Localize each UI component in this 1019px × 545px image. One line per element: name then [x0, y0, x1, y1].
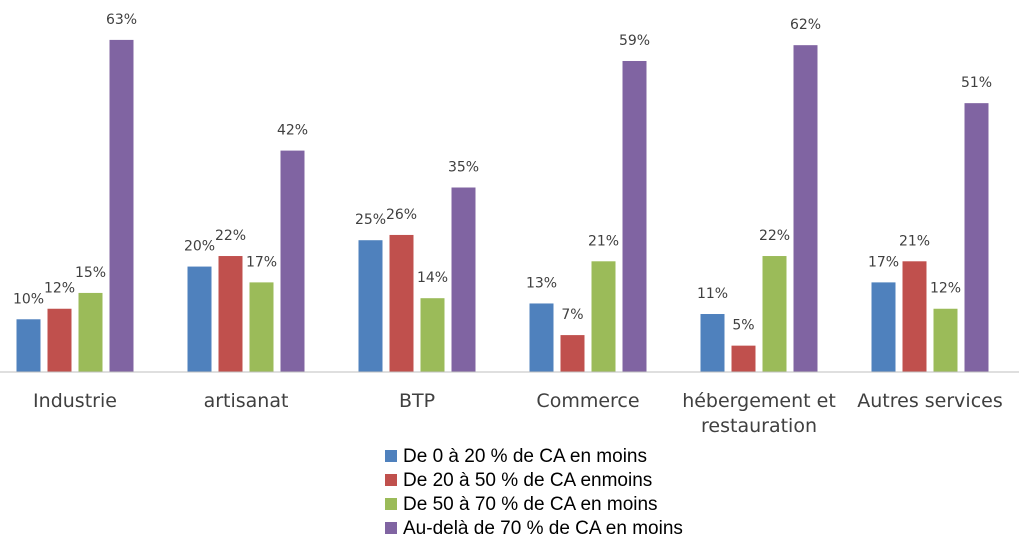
legend-item: De 20 à 50 % de CA enmoins: [385, 470, 652, 492]
data-label: 13%: [526, 275, 557, 291]
data-label: 22%: [215, 228, 246, 244]
data-label: 17%: [868, 254, 899, 270]
bar: [16, 319, 41, 372]
bar: [109, 39, 134, 373]
data-label: 5%: [732, 318, 754, 334]
legend-swatch: [385, 474, 397, 486]
bar: [529, 303, 554, 372]
bar: [78, 292, 103, 372]
data-label: 7%: [561, 307, 583, 323]
bar: [358, 240, 383, 372]
x-tick-label: Industrie: [33, 390, 117, 412]
legend-item: De 50 à 70 % de CA en moins: [385, 494, 658, 516]
x-tick-label: artisanat: [203, 390, 289, 412]
data-label: 62%: [790, 17, 821, 33]
bar: [187, 266, 212, 372]
data-label: 21%: [899, 233, 930, 249]
data-label: 26%: [386, 207, 417, 223]
data-label: 20%: [184, 239, 215, 255]
legend-label: Au-delà de 70 % de CA en moins: [403, 518, 683, 539]
legend-label: De 20 à 50 % de CA enmoins: [403, 470, 653, 491]
bar: [622, 60, 647, 372]
bar: [700, 314, 725, 372]
legend-swatch: [385, 498, 397, 510]
x-tick-label: hébergement et restauration: [682, 390, 836, 437]
data-label: 35%: [448, 160, 479, 176]
x-tick-label: BTP: [398, 390, 436, 412]
bar: [762, 256, 787, 372]
legend-swatch: [385, 450, 397, 462]
legend-swatch: [385, 522, 397, 534]
bar: [560, 335, 585, 372]
bar: [451, 187, 476, 372]
legend-item: Au-delà de 70 % de CA en moins: [385, 518, 683, 540]
x-tick-label: Commerce: [536, 390, 640, 412]
bar: [249, 282, 274, 372]
bar: [420, 298, 445, 372]
bar: [280, 150, 305, 372]
bar: [47, 308, 72, 372]
bar: [902, 261, 927, 372]
bar: [964, 103, 989, 373]
data-label: 51%: [961, 75, 992, 91]
data-label: 63%: [106, 12, 137, 28]
bar: [591, 261, 616, 372]
data-label: 17%: [246, 254, 277, 270]
bar: [731, 345, 756, 372]
legend-item: De 0 à 20 % de CA en moins: [385, 446, 647, 468]
legend-label: De 50 à 70 % de CA en moins: [403, 494, 658, 515]
data-label: 14%: [417, 270, 448, 286]
bar: [871, 282, 896, 372]
data-label: 22%: [759, 228, 790, 244]
data-label: 12%: [44, 281, 75, 297]
bar: [933, 308, 958, 372]
data-label: 10%: [13, 291, 44, 307]
data-label: 59%: [619, 33, 650, 49]
data-label: 11%: [697, 286, 728, 302]
bar: [793, 45, 818, 373]
data-label: 25%: [355, 212, 386, 228]
legend-label: De 0 à 20 % de CA en moins: [403, 446, 647, 467]
data-label: 42%: [277, 123, 308, 139]
data-label: 15%: [75, 265, 106, 281]
bar: [389, 234, 414, 372]
data-label: 12%: [930, 281, 961, 297]
x-tick-label: Autres services: [857, 390, 1003, 412]
data-label: 21%: [588, 233, 619, 249]
bar: [218, 256, 243, 372]
